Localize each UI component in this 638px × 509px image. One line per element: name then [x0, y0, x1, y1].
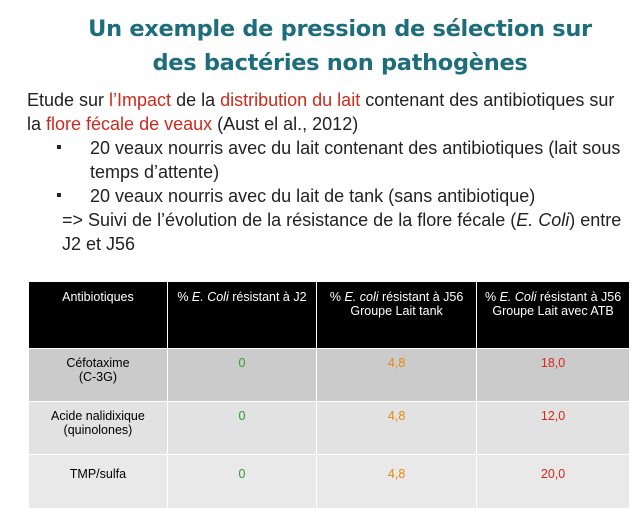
antibiotic-cell: Céfotaxime (C-3G)	[28, 348, 168, 402]
header-row: Antibiotiques% E. Coli résistant à J2% E…	[28, 281, 630, 349]
antibiotic-name: TMP/sulfa	[69, 467, 127, 481]
antibiotic-cell: Acide nalidixique (quinolones)	[28, 401, 168, 455]
header-cell: Antibiotiques	[28, 281, 168, 349]
text-run: flore fécale de veaux	[46, 114, 213, 134]
text-run: E. Coli	[191, 290, 229, 304]
value-cell: 12,0	[476, 401, 630, 455]
text-run: distribution du lait	[220, 90, 361, 110]
text-run: %	[484, 290, 500, 304]
bullet-item: 20 veaux nourris avec du lait de tank (s…	[56, 184, 627, 208]
value-cell: 4,8	[316, 401, 478, 455]
bullet-list: 20 veaux nourris avec du lait contenant …	[27, 136, 627, 208]
value-cell: 4,8	[316, 348, 478, 402]
text-run: => Suivi de l’évolution de la résistance…	[62, 210, 517, 230]
slide-body: Etude sur l’Impact de la distribution du…	[27, 88, 627, 256]
text-run: %	[329, 290, 345, 304]
antibiotic-family: (quinolones)	[63, 423, 133, 437]
antibiotic-name: Acide nalidixique	[51, 409, 145, 423]
text-run: de la	[171, 90, 221, 110]
intro: Etude sur l’Impact de la distribution du…	[27, 88, 627, 136]
table-row: Acide nalidixique (quinolones) 0 4,8 12,0	[28, 401, 630, 455]
text-run: E. Coli	[499, 290, 537, 304]
conclusion: => Suivi de l’évolution de la résistance…	[27, 208, 627, 256]
text-run: Antibiotiques	[62, 290, 134, 304]
table-row: TMP/sulfa 0 4,8 20,0	[28, 454, 630, 509]
slide: Un exemple de pression de sélection sur …	[0, 0, 638, 479]
header-cell: % E. Coli résistant à J2	[166, 281, 318, 349]
text-run: E. coli	[344, 290, 379, 304]
text-run: résistant à J56 Groupe Lait tank	[350, 290, 464, 318]
header-cell: % E. coli résistant à J56 Groupe Lait ta…	[316, 281, 478, 349]
antibiotic-name: Céfotaxime	[66, 356, 130, 370]
text-run: Etude sur	[27, 90, 110, 110]
value-cell: 0	[166, 348, 318, 402]
results-table: Antibiotiques% E. Coli résistant à J2% E…	[28, 281, 630, 509]
value-cell: 0	[166, 454, 318, 509]
text-run: l’Impact	[109, 90, 172, 110]
bullet-item: 20 veaux nourris avec du lait contenant …	[56, 136, 627, 184]
text-run: contenant des antibiotiques sur la	[27, 90, 615, 134]
text-run: ) entre J2 et J56	[62, 210, 622, 254]
value-cell: 0	[166, 401, 318, 455]
table-row: Céfotaxime (C-3G) 0 4,8 18,0	[28, 348, 630, 402]
text-run: résistant à J56 Groupe Lait avec ATB	[492, 290, 622, 318]
text-run: E. Coli	[516, 210, 570, 230]
antibiotic-cell: TMP/sulfa	[28, 454, 168, 509]
text-run: (Aust el al., 2012)	[212, 114, 359, 134]
header-cell: % E. Coli résistant à J56 Groupe Lait av…	[476, 281, 630, 349]
text-run: résistant à J2	[228, 290, 307, 304]
value-cell: 20,0	[476, 454, 630, 509]
antibiotic-family: (C-3G)	[78, 370, 118, 384]
text-run: %	[177, 290, 192, 304]
slide-title: Un exemple de pression de sélection sur …	[88, 16, 592, 76]
value-cell: 18,0	[476, 348, 630, 402]
value-cell: 4,8	[316, 454, 478, 509]
